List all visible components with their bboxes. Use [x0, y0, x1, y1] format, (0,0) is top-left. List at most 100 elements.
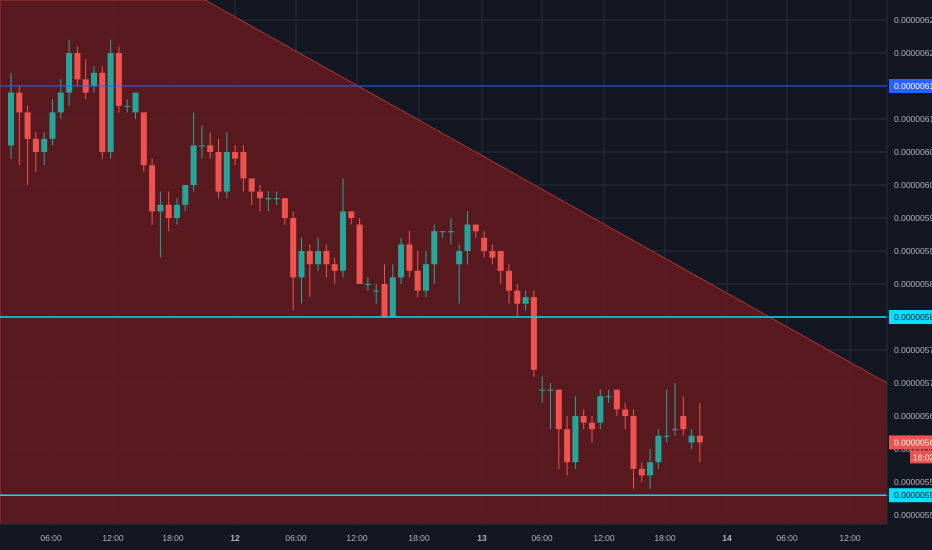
- candle-body: [638, 468, 645, 476]
- candle-body: [182, 185, 189, 205]
- candle: [464, 211, 471, 265]
- candle-body: [66, 53, 73, 93]
- time-tick-label: 12:00: [593, 533, 615, 543]
- candle-body: [489, 251, 496, 258]
- candle: [381, 264, 388, 317]
- candle: [589, 416, 595, 443]
- candle: [489, 244, 496, 265]
- candle: [481, 231, 488, 258]
- candle: [431, 224, 438, 284]
- candle: [414, 251, 421, 298]
- candle: [91, 66, 97, 93]
- candle-body: [522, 297, 529, 304]
- candle-body: [464, 224, 471, 251]
- candle: [215, 138, 222, 199]
- candle: [115, 46, 122, 113]
- candle: [398, 237, 405, 284]
- time-tick-label: 06:00: [776, 533, 798, 543]
- candle: [655, 429, 662, 469]
- candle-body: [613, 389, 620, 410]
- candle-body: [506, 270, 512, 291]
- candle: [140, 112, 147, 172]
- candle-body: [414, 270, 421, 291]
- time-tick-label: 12:00: [839, 533, 861, 543]
- candle-body: [547, 389, 554, 391]
- candle: [373, 284, 380, 304]
- candle: [240, 145, 247, 192]
- candle-body: [373, 290, 380, 292]
- candles-layer: [8, 39, 703, 489]
- time-axis-panel[interactable]: [0, 524, 932, 550]
- candle-body: [190, 145, 197, 185]
- candle: [605, 389, 612, 403]
- candle-body: [115, 53, 122, 106]
- candle: [688, 429, 695, 449]
- horizontal-lines-layer: [0, 85, 887, 496]
- candle: [182, 185, 189, 212]
- candle: [423, 251, 429, 298]
- price-badge-cyan: 0.00000553: [889, 488, 932, 503]
- candle: [24, 105, 31, 185]
- candle-body: [323, 251, 330, 265]
- candle: [348, 211, 355, 225]
- candle: [265, 191, 272, 212]
- candle-body: [398, 244, 405, 278]
- candle-body: [605, 396, 612, 398]
- candle-body: [597, 396, 604, 423]
- time-tick-label: 06:00: [40, 533, 62, 543]
- candle-body: [198, 145, 205, 147]
- candle: [555, 389, 562, 469]
- countdown-text: 16:02: [913, 452, 932, 462]
- candle-body: [32, 138, 39, 152]
- candle: [74, 46, 81, 86]
- candle-body: [555, 389, 562, 430]
- time-tick-label: 12:00: [102, 533, 124, 543]
- candle: [630, 409, 637, 489]
- candle: [597, 389, 604, 430]
- candle-body: [514, 290, 521, 304]
- candle-body: [57, 92, 64, 113]
- candle: [622, 402, 629, 430]
- candle: [506, 264, 512, 304]
- candle: [315, 237, 322, 271]
- candle-body: [439, 231, 446, 233]
- time-tick-label: 18:00: [162, 533, 184, 543]
- candle-body: [273, 198, 280, 200]
- candle: [539, 376, 546, 403]
- candle: [306, 244, 313, 298]
- time-tick-label: 13: [477, 533, 487, 543]
- time-tick-label: 18:00: [654, 533, 676, 543]
- candle: [257, 185, 263, 212]
- price-badge-bg: [889, 79, 932, 93]
- candle-body: [406, 244, 413, 271]
- time-tick-label: 12:00: [346, 533, 368, 543]
- candle: [356, 218, 363, 284]
- last-price-bg: [889, 435, 932, 450]
- candle-body: [672, 429, 678, 431]
- candle-body: [572, 416, 579, 463]
- candle-body: [340, 211, 346, 271]
- candle: [514, 284, 521, 317]
- candle: [49, 99, 56, 146]
- candle-body: [589, 422, 595, 430]
- candle-body: [107, 53, 114, 152]
- candle-body: [240, 152, 247, 179]
- candle-body: [248, 178, 255, 192]
- candle: [323, 244, 330, 278]
- candle-body: [8, 92, 14, 146]
- candle: [290, 211, 297, 311]
- candle: [389, 264, 396, 317]
- candle: [157, 191, 164, 258]
- candle: [696, 402, 703, 463]
- candle: [41, 132, 48, 166]
- candle: [16, 86, 23, 166]
- price-badge-bg: [889, 310, 932, 324]
- candle: [132, 92, 139, 119]
